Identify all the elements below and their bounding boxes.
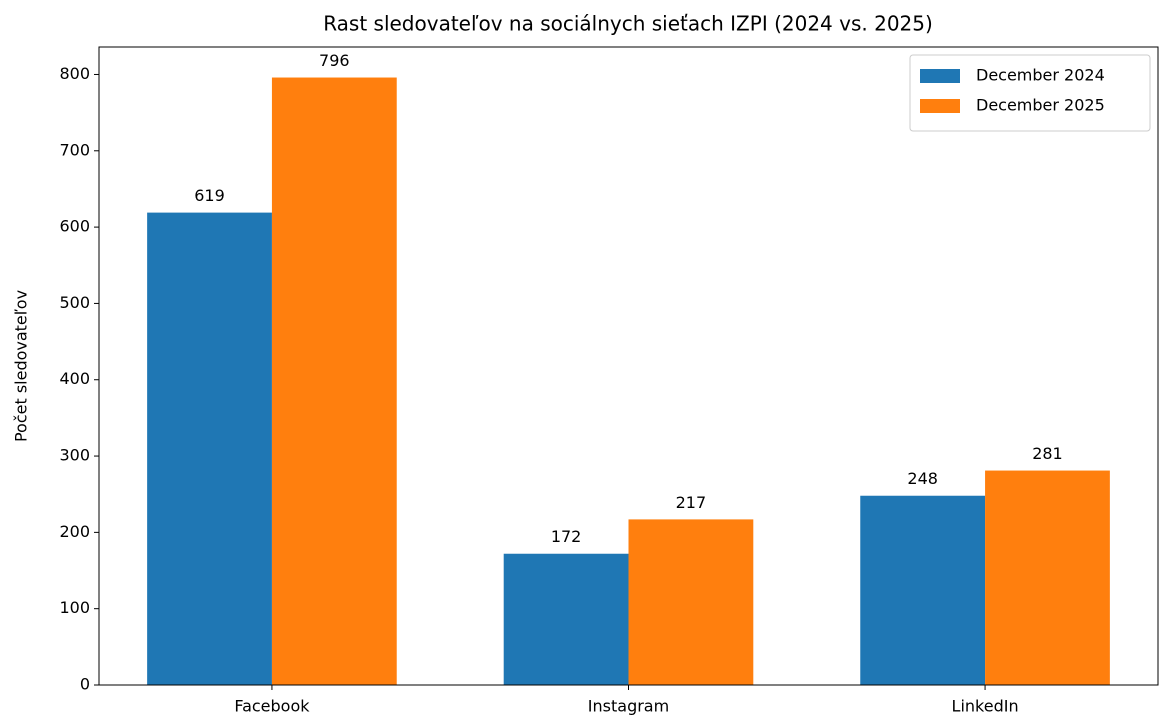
x-tick-label: LinkedIn [952,697,1019,716]
y-tick-label: 200 [59,522,90,541]
x-tick-label: Facebook [234,697,310,716]
chart-title: Rast sledovateľov na sociálnych sieťach … [323,12,933,36]
legend-label: December 2025 [976,96,1105,115]
bar [985,470,1110,685]
data-label: 281 [1032,444,1063,463]
y-tick-label: 500 [59,293,90,312]
y-tick-label: 400 [59,369,90,388]
legend-box [909,54,1151,132]
y-axis-label: Počet sledovateľov [12,290,31,442]
legend-swatch [920,69,960,83]
bar [628,519,754,685]
y-tick-label: 300 [59,446,90,465]
bar [147,212,272,685]
legend-label: December 2024 [976,66,1105,85]
axes-frame [98,46,1159,686]
data-label: 796 [319,51,350,70]
bar [271,77,397,686]
legend-swatch [920,99,960,113]
y-tick-label: 600 [59,217,90,236]
y-tick-label: 0 [80,675,90,694]
y-tick-label: 700 [59,140,90,159]
bar [503,553,629,685]
y-tick-label: 800 [59,64,90,83]
data-label: 619 [194,186,225,205]
data-label: 217 [676,493,707,512]
bar [860,495,986,685]
x-tick-label: Instagram [588,697,669,716]
y-tick-label: 100 [59,598,90,617]
data-label: 248 [907,469,938,488]
data-label: 172 [551,527,582,546]
